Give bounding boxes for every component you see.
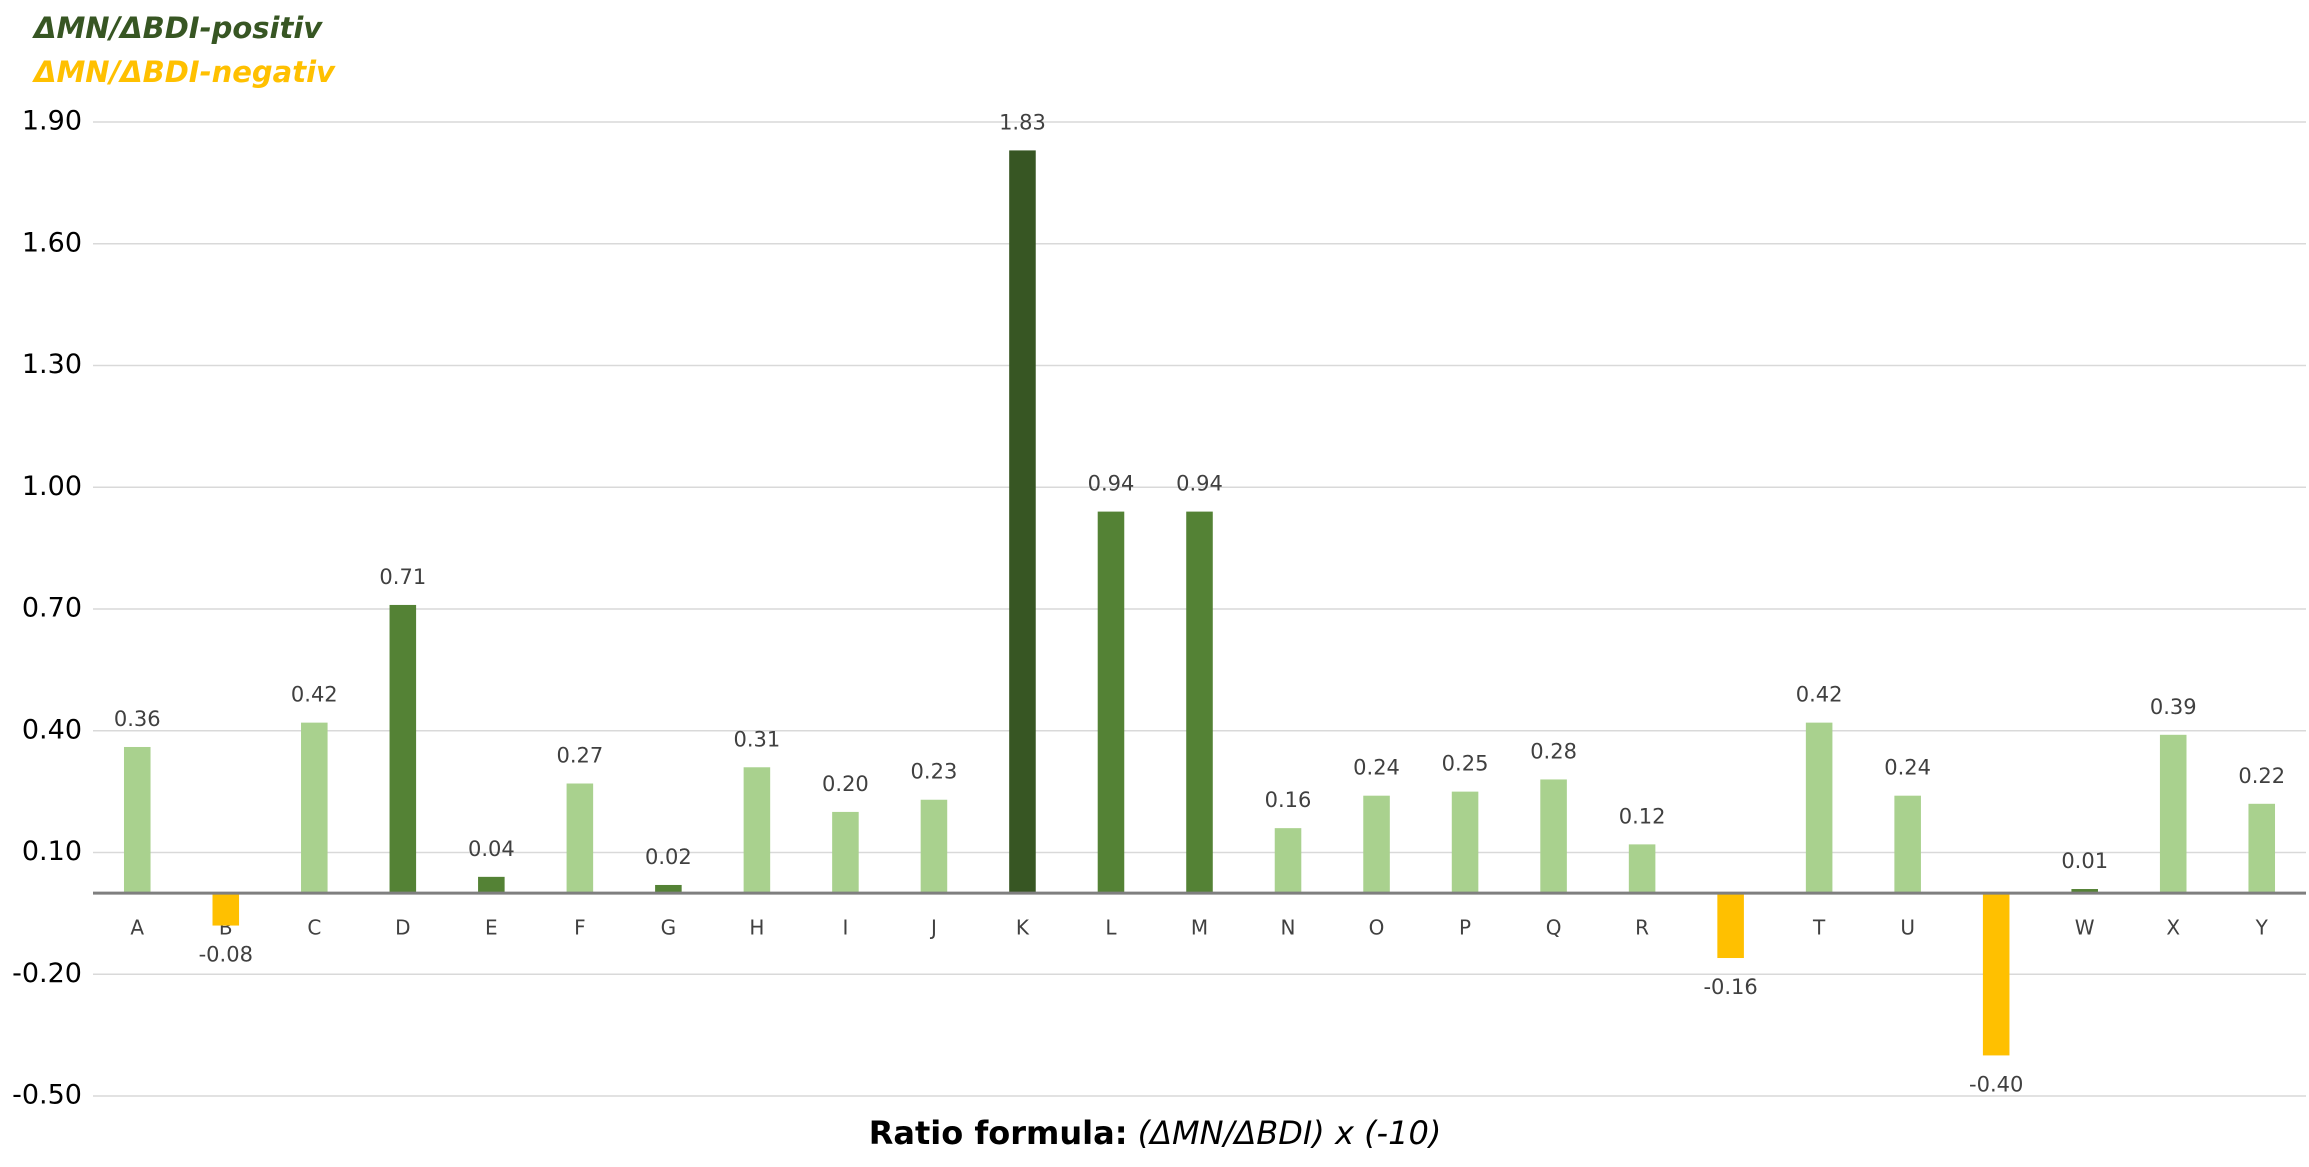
y-tick-label: 1.00 — [22, 471, 82, 502]
y-tick-label: -0.20 — [12, 958, 82, 989]
data-label: 0.94 — [1176, 472, 1223, 496]
x-tick-label: H — [749, 916, 764, 940]
data-label: 0.04 — [468, 837, 515, 861]
bar — [1097, 511, 1125, 894]
x-tick-label: Y — [2255, 916, 2269, 940]
bar — [301, 722, 328, 894]
x-axis-title-bold: Ratio formula: — [869, 1114, 1128, 1152]
bar — [478, 876, 505, 894]
x-tick-label: G — [661, 916, 677, 940]
x-tick-label: W — [2075, 916, 2095, 940]
x-tick-label: A — [130, 916, 144, 940]
bar — [1451, 791, 1479, 894]
data-label: 0.24 — [1353, 756, 1400, 780]
x-tick-label: K — [1016, 916, 1030, 940]
data-label: -0.08 — [199, 943, 253, 967]
data-label: 1.83 — [999, 110, 1046, 134]
bar — [1805, 722, 1833, 894]
x-tick-label: Q — [1546, 916, 1562, 940]
bar — [832, 811, 859, 894]
x-axis-title-italic: (ΔMN/ΔBDI) x (-10) — [1138, 1114, 1442, 1152]
bar — [389, 604, 417, 894]
bar — [1540, 779, 1567, 894]
legend-entry: ΔMN/ΔBDI-positiv — [32, 11, 323, 45]
bar — [1274, 828, 1302, 894]
data-label: 0.24 — [1884, 756, 1931, 780]
bar — [1009, 150, 1036, 894]
legend-entry: ΔMN/ΔBDI-negativ — [32, 55, 336, 89]
x-tick-label: U — [1900, 916, 1915, 940]
x-tick-label: N — [1281, 916, 1296, 940]
bar — [1628, 844, 1656, 894]
data-label: -0.40 — [1969, 1072, 2023, 1096]
y-tick-label: 1.30 — [22, 349, 82, 380]
y-tick-label: 1.60 — [22, 227, 82, 258]
y-tick-label: 0.40 — [22, 714, 82, 745]
x-tick-label: M — [1191, 916, 1208, 940]
data-label: 0.42 — [291, 683, 338, 707]
data-label: 0.02 — [645, 845, 692, 869]
data-label: 0.94 — [1088, 472, 1135, 496]
bar — [1982, 893, 2010, 1056]
y-tick-label: 0.70 — [22, 593, 82, 624]
data-label: 0.27 — [556, 744, 603, 768]
bar — [2159, 734, 2187, 894]
x-tick-label: O — [1369, 916, 1385, 940]
data-label: 0.23 — [911, 760, 958, 784]
data-label: 0.12 — [1619, 804, 1666, 828]
bar — [1186, 511, 1213, 894]
bar — [123, 746, 151, 894]
x-axis-title: Ratio formula: (ΔMN/ΔBDI) x (-10) — [869, 1114, 1442, 1152]
data-label: 0.25 — [1442, 752, 1489, 776]
data-label: 0.16 — [1265, 788, 1312, 812]
bar — [743, 767, 771, 894]
data-label: 0.31 — [734, 727, 781, 751]
data-label: 0.39 — [2150, 695, 2197, 719]
x-tick-label: R — [1635, 916, 1649, 940]
x-tick-label: D — [395, 916, 410, 940]
data-label: 0.42 — [1796, 683, 1843, 707]
y-tick-label: 1.90 — [22, 106, 82, 137]
data-label: -0.16 — [1703, 975, 1757, 999]
x-tick-label: C — [307, 916, 321, 940]
data-label: 0.20 — [822, 772, 869, 796]
data-label: 0.36 — [114, 707, 161, 731]
y-tick-label: -0.50 — [12, 1080, 82, 1111]
x-tick-label: X — [2166, 916, 2180, 940]
bar — [2248, 803, 2276, 894]
bar — [1363, 795, 1390, 894]
x-tick-label: J — [929, 916, 937, 940]
x-tick-label: F — [574, 916, 586, 940]
bar — [212, 893, 240, 926]
bar — [655, 884, 682, 894]
x-tick-label: L — [1105, 916, 1117, 940]
bar — [1717, 893, 1744, 959]
data-label: 0.22 — [2238, 764, 2285, 788]
data-label: 0.28 — [1530, 739, 1577, 763]
x-tick-label: P — [1459, 916, 1471, 940]
x-tick-label: E — [485, 916, 498, 940]
y-tick-label: 0.10 — [22, 836, 82, 867]
data-label: 0.01 — [2061, 849, 2108, 873]
x-tick-label: I — [842, 916, 848, 940]
bar — [1894, 795, 1921, 894]
bar — [566, 783, 594, 894]
data-label: 0.71 — [379, 565, 426, 589]
bar — [920, 799, 948, 894]
x-tick-label: T — [1812, 916, 1826, 940]
bar — [2071, 889, 2098, 894]
